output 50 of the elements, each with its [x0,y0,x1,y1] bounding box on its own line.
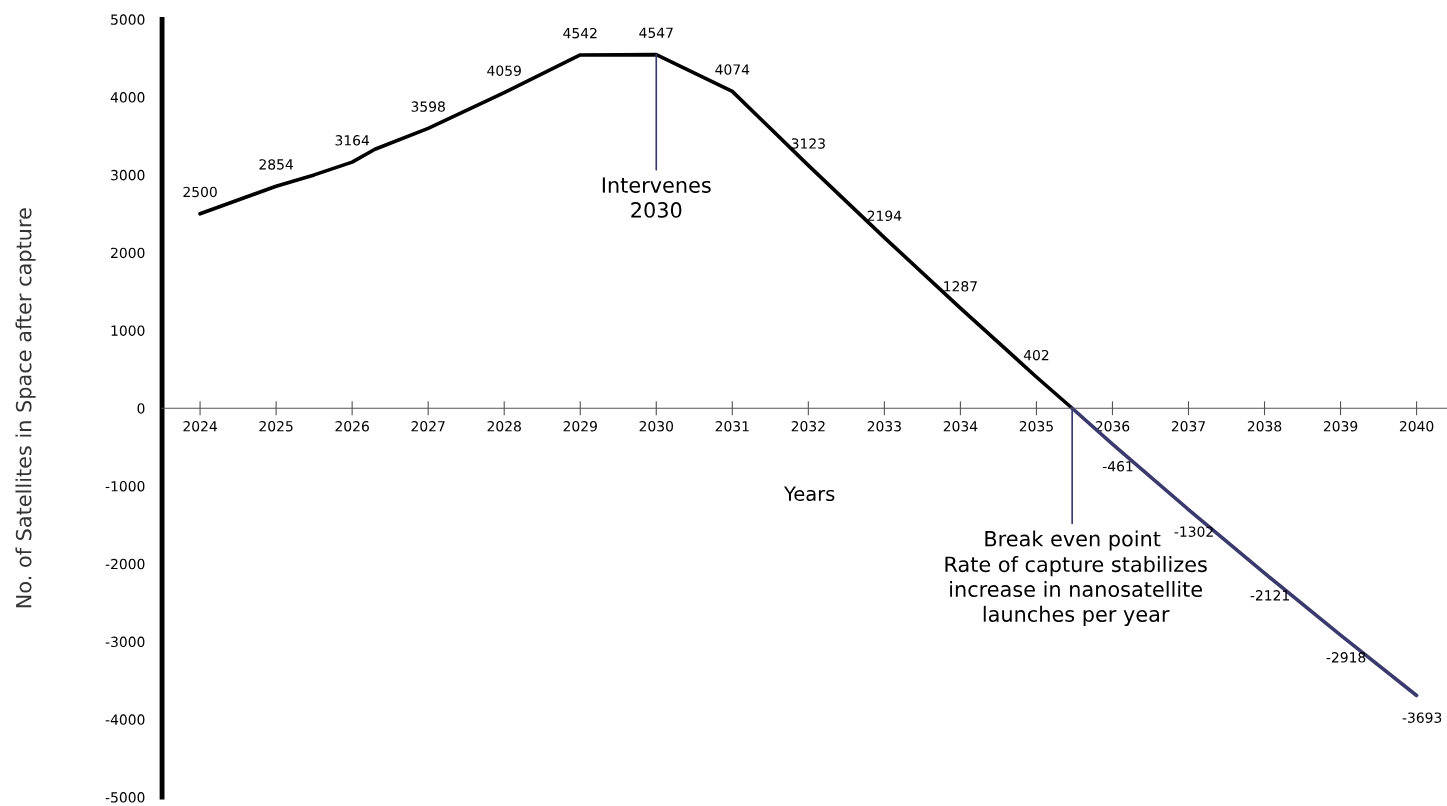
x-tick-label: 2040 [1399,420,1434,432]
y-tick-label: 2000 [111,247,145,259]
x-tick-label: 2032 [791,420,825,432]
x-tick-label: 2024 [183,420,217,432]
data-label: -2121 [1250,590,1289,601]
y-tick-label: 4000 [110,92,145,103]
x-tick-label: 2037 [1171,420,1205,432]
data-label: 2194 [867,210,902,222]
y-tick-label: 0 [137,403,145,414]
y-axis-title: No. of Satellites in Space after capture [15,208,36,608]
x-tick-label: 2031 [715,420,749,432]
x-tick-label: 2029 [563,420,597,432]
y-tick-label: -2000 [105,558,145,570]
data-label: 4542 [563,27,597,39]
x-tick-label: 2030 [639,420,674,432]
x-tick-label: 2039 [1323,420,1358,432]
x-tick-label: 2027 [411,420,445,432]
y-tick-label: -4000 [105,714,145,725]
y-tick-label: -1000 [105,480,145,492]
data-label: 4547 [639,27,673,38]
data-label: 3123 [791,138,825,149]
data-label: -461 [1102,461,1133,472]
annotation: Break even point [985,530,1161,551]
y-tick-label: 5000 [111,14,145,25]
x-tick-label: 2028 [487,420,521,432]
data-label: 4059 [487,65,521,76]
y-tick-label: 1000 [111,325,145,336]
x-axis-title: Years [783,486,835,502]
annotation: Intervenes 2030 [602,177,711,218]
y-tick-label: 3000 [111,169,145,181]
data-label: -2918 [1326,652,1366,663]
x-tick-label: 2035 [1019,420,1053,432]
x-tick-label: 2033 [867,420,901,432]
x-tick-label: 2026 [335,420,369,432]
data-label: 3598 [411,101,445,112]
data-label: 4074 [715,64,750,75]
annotation: Rate of capture stabilizes increase in nanosatellite launches per year [945,556,1207,627]
data-label: -3693 [1402,712,1442,723]
x-tick-label: 2034 [943,420,978,432]
data-label: 402 [1023,349,1049,361]
y-tick-label: -3000 [105,636,145,648]
data-label: 1287 [944,281,977,292]
x-tick-label: 2036 [1095,420,1130,432]
data-label: -1302 [1174,526,1213,537]
x-tick-label: 2038 [1247,420,1282,432]
data-label: 3164 [335,135,370,146]
x-tick-label: 2025 [259,420,293,432]
data-label: 2500 [183,186,217,198]
y-tick-label: -5000 [105,792,145,803]
data-label: 2854 [259,159,294,170]
